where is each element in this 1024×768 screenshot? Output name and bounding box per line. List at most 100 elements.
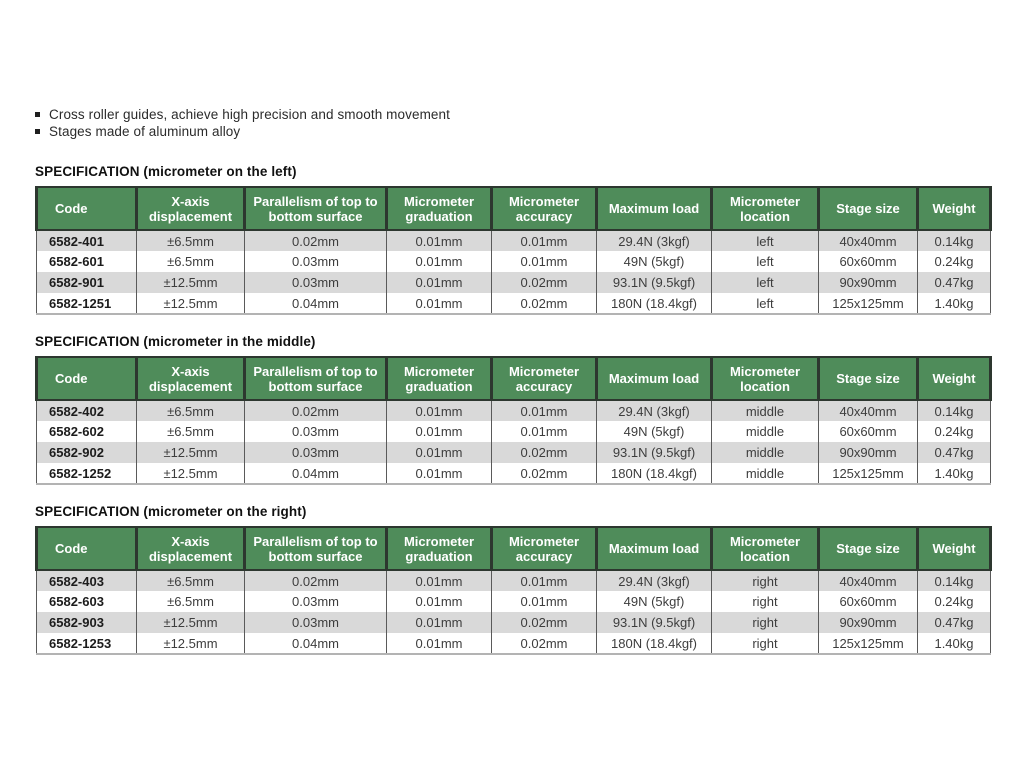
column-header: Code <box>35 356 138 401</box>
value-cell: 90x90mm <box>818 612 918 633</box>
column-header: Micrometer location <box>710 526 820 571</box>
code-cell: 6582-601 <box>36 251 137 272</box>
value-cell: 0.02mm <box>244 230 387 251</box>
value-cell: left <box>711 293 819 315</box>
value-cell: 0.01mm <box>491 591 597 612</box>
value-cell: 0.01mm <box>386 633 492 655</box>
spec-table-left: Code X-axis displacement Parallelism of to… <box>35 186 992 315</box>
value-cell: 0.02mm <box>491 272 597 293</box>
value-cell: 0.14kg <box>917 570 991 591</box>
spec-section-left: SPECIFICATION (micrometer on the left) C… <box>35 164 992 315</box>
value-cell: 125x125mm <box>818 463 918 485</box>
section-title: SPECIFICATION (micrometer on the right) <box>35 504 307 519</box>
value-cell: middle <box>711 421 819 442</box>
value-cell: ±12.5mm <box>136 272 245 293</box>
value-cell: 90x90mm <box>818 272 918 293</box>
value-cell: left <box>711 251 819 272</box>
value-cell: 90x90mm <box>818 442 918 463</box>
column-header: Weight <box>916 526 992 571</box>
column-header: Maximum load <box>595 526 713 571</box>
value-cell: 29.4N (3kgf) <box>596 400 712 421</box>
value-cell: 29.4N (3kgf) <box>596 230 712 251</box>
table-row: 6582-1253 ±12.5mm 0.04mm 0.01mm 0.02mm 180N (… <box>36 633 991 655</box>
value-cell: 0.47kg <box>917 272 991 293</box>
column-header: Micrometer graduation <box>385 356 493 401</box>
value-cell: 0.47kg <box>917 612 991 633</box>
value-cell: 0.02mm <box>244 570 387 591</box>
value-cell: 0.03mm <box>244 442 387 463</box>
value-cell: 0.01mm <box>386 421 492 442</box>
value-cell: 0.03mm <box>244 591 387 612</box>
feature-bullet-list: Cross roller guides, achieve high precis… <box>35 106 450 140</box>
code-cell: 6582-402 <box>36 400 137 421</box>
table-row: 6582-1252 ±12.5mm 0.04mm 0.01mm 0.02mm 180N (… <box>36 463 991 485</box>
value-cell: 40x40mm <box>818 570 918 591</box>
feature-text: Cross roller guides, achieve high precis… <box>49 107 450 122</box>
value-cell: middle <box>711 442 819 463</box>
bullet-square-icon <box>35 112 40 117</box>
table-row: 6582-903 ±12.5mm 0.03mm 0.01mm 0.02mm 93.1N (… <box>36 612 991 633</box>
spec-table-right: Code X-axis displacement Parallelism of to… <box>35 526 992 655</box>
value-cell: 0.04mm <box>244 463 387 485</box>
value-cell: 0.01mm <box>386 570 492 591</box>
code-cell: 6582-902 <box>36 442 137 463</box>
value-cell: 40x40mm <box>818 400 918 421</box>
value-cell: 60x60mm <box>818 591 918 612</box>
column-header: Micrometer accuracy <box>490 356 598 401</box>
table-body: 6582-402 ±6.5mm 0.02mm 0.01mm 0.01mm 29.4N (3… <box>36 400 991 485</box>
header-row: Code X-axis displacement Parallelism of to… <box>35 186 992 231</box>
value-cell: right <box>711 612 819 633</box>
value-cell: 0.01mm <box>491 421 597 442</box>
value-cell: middle <box>711 463 819 485</box>
value-cell: 0.04mm <box>244 633 387 655</box>
table-row: 6582-601 ±6.5mm 0.03mm 0.01mm 0.01mm 49N (5kg… <box>36 251 991 272</box>
column-header: Micrometer graduation <box>385 526 493 571</box>
column-header: Parallelism of top to bottom surface <box>243 186 388 231</box>
column-header: X-axis displacement <box>135 356 246 401</box>
value-cell: 0.02mm <box>244 400 387 421</box>
code-cell: 6582-1252 <box>36 463 137 485</box>
table-header: Code X-axis displacement Parallelism of to… <box>35 356 992 401</box>
code-cell: 6582-602 <box>36 421 137 442</box>
value-cell: 29.4N (3kgf) <box>596 570 712 591</box>
value-cell: middle <box>711 400 819 421</box>
code-cell: 6582-1253 <box>36 633 137 655</box>
column-header: Stage size <box>817 186 919 231</box>
spec-section-right: SPECIFICATION (micrometer on the right) … <box>35 504 992 655</box>
value-cell: 0.24kg <box>917 421 991 442</box>
code-cell: 6582-1251 <box>36 293 137 315</box>
value-cell: 0.02mm <box>491 463 597 485</box>
header-row: Code X-axis displacement Parallelism of to… <box>35 356 992 401</box>
table-row: 6582-901 ±12.5mm 0.03mm 0.01mm 0.02mm 93.1N (… <box>36 272 991 293</box>
value-cell: 0.47kg <box>917 442 991 463</box>
table-header: Code X-axis displacement Parallelism of to… <box>35 526 992 571</box>
value-cell: 0.02mm <box>491 442 597 463</box>
value-cell: 0.03mm <box>244 272 387 293</box>
value-cell: 0.01mm <box>386 272 492 293</box>
value-cell: ±12.5mm <box>136 633 245 655</box>
column-header: Code <box>35 186 138 231</box>
value-cell: 60x60mm <box>818 251 918 272</box>
table-row: 6582-403 ±6.5mm 0.02mm 0.01mm 0.01mm 29.4N (3… <box>36 570 991 591</box>
value-cell: 0.01mm <box>386 591 492 612</box>
value-cell: 0.02mm <box>491 612 597 633</box>
value-cell: 49N (5kgf) <box>596 421 712 442</box>
value-cell: 1.40kg <box>917 293 991 315</box>
value-cell: 0.03mm <box>244 612 387 633</box>
column-header: X-axis displacement <box>135 186 246 231</box>
value-cell: 93.1N (9.5kgf) <box>596 612 712 633</box>
value-cell: ±6.5mm <box>136 230 245 251</box>
code-cell: 6582-403 <box>36 570 137 591</box>
table-row: 6582-1251 ±12.5mm 0.04mm 0.01mm 0.02mm 180N (… <box>36 293 991 315</box>
column-header: Weight <box>916 356 992 401</box>
value-cell: left <box>711 230 819 251</box>
value-cell: 0.03mm <box>244 251 387 272</box>
value-cell: 0.01mm <box>386 463 492 485</box>
column-header: Stage size <box>817 526 919 571</box>
column-header: Micrometer location <box>710 186 820 231</box>
value-cell: 180N (18.4kgf) <box>596 633 712 655</box>
value-cell: ±6.5mm <box>136 570 245 591</box>
column-header: Parallelism of top to bottom surface <box>243 526 388 571</box>
value-cell: 60x60mm <box>818 421 918 442</box>
value-cell: 0.14kg <box>917 400 991 421</box>
